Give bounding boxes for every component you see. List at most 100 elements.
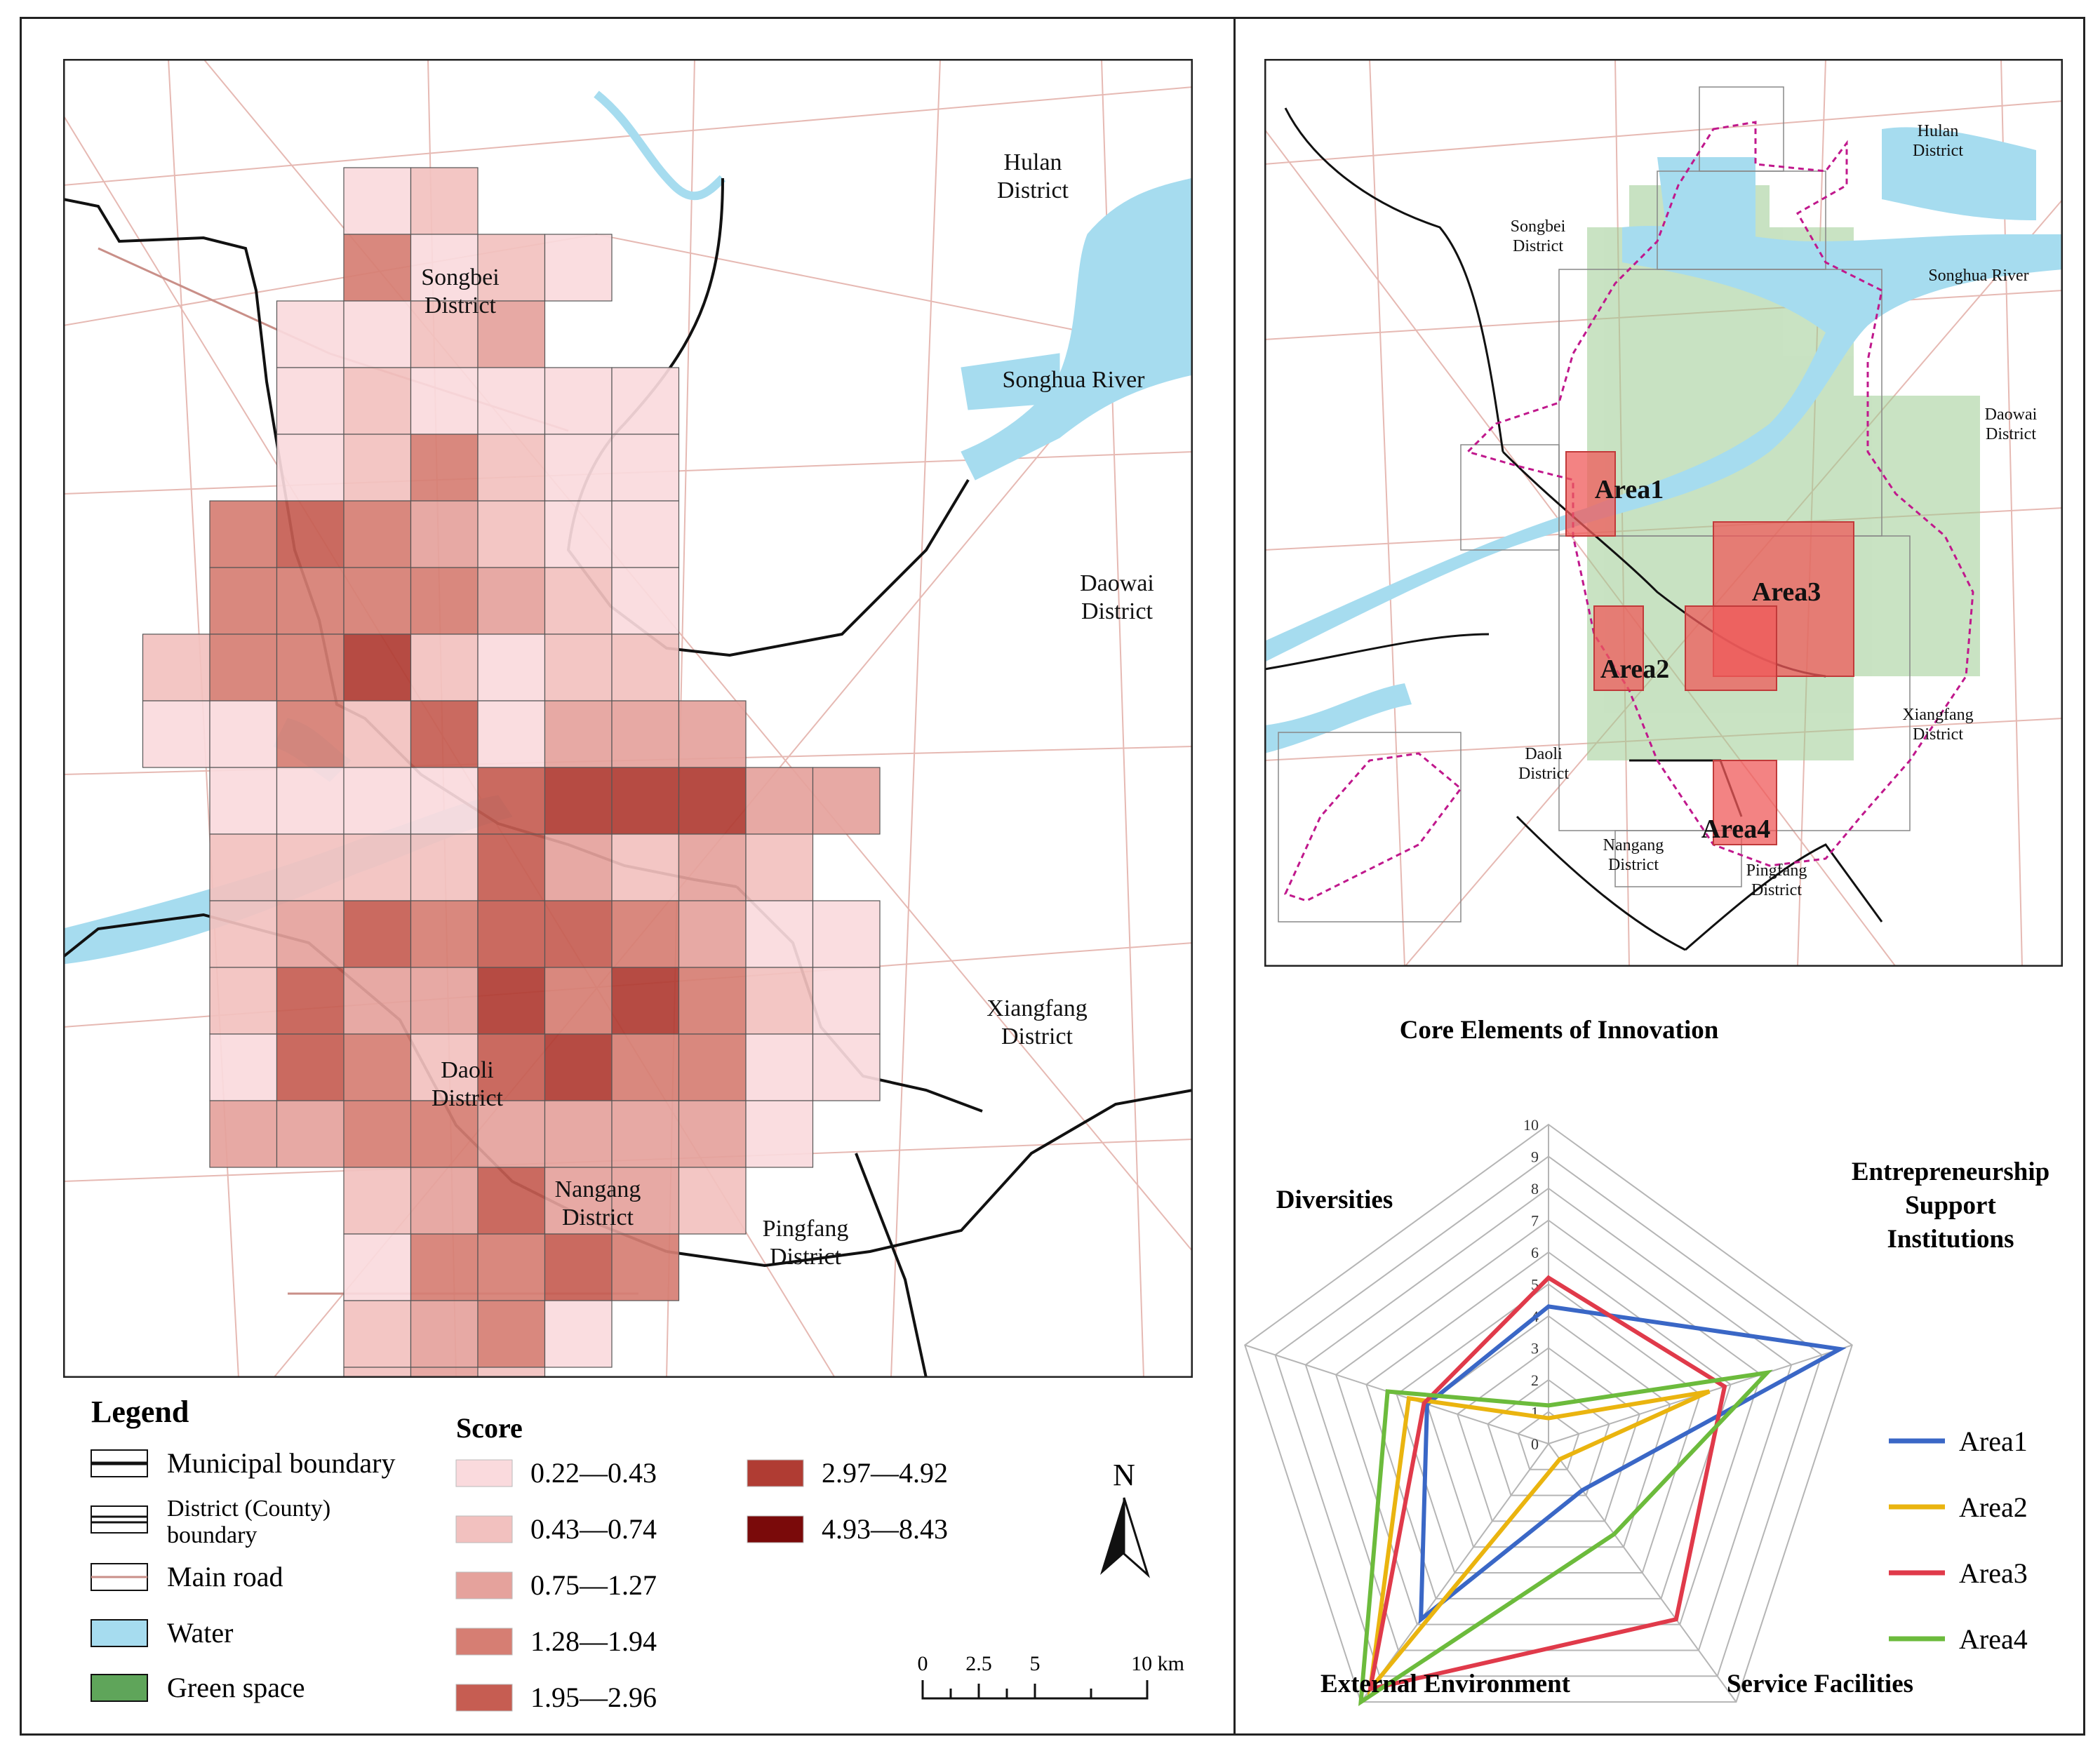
grid-cell	[812, 767, 881, 835]
grid-cell	[812, 900, 881, 968]
radar-axis-label: Core Elements of Innovation	[1400, 1016, 1719, 1045]
grid-cell	[209, 1100, 278, 1168]
grid-cell	[276, 1033, 345, 1101]
grid-cell	[410, 500, 479, 568]
grid-cell	[544, 500, 613, 568]
radar-tick-label: 7	[1531, 1212, 1539, 1230]
svg-text:boundary: boundary	[167, 1522, 257, 1548]
radar-tick-label: 8	[1531, 1180, 1539, 1197]
highlighted-area	[1565, 451, 1616, 537]
grid-cell	[343, 700, 412, 768]
legend-title: Legend	[91, 1395, 189, 1429]
radar-ring	[1274, 1155, 1823, 1677]
scale-bar: 0 2.5 5 10 km	[918, 1652, 1184, 1700]
grid-cell	[410, 967, 479, 1035]
radar-ring	[1244, 1123, 1853, 1703]
grid-cell	[343, 633, 412, 702]
grid-cell	[343, 567, 412, 635]
score-swatch-5	[455, 1684, 513, 1712]
score-label-1: 0.22—0.43	[530, 1457, 657, 1489]
grid-cell	[276, 900, 345, 968]
grid-cell	[410, 767, 479, 835]
left-map: Hulan District Songbei District Songhua Ri…	[63, 59, 1193, 1378]
radar-tick-label: 6	[1531, 1244, 1539, 1261]
grid-cell	[343, 1100, 412, 1168]
grid-cell	[477, 434, 546, 502]
grid-cell	[343, 434, 412, 502]
rm-label-nangang: Nangang District	[1603, 836, 1664, 874]
grid-cell	[410, 367, 479, 435]
highlighted-area	[1685, 605, 1777, 691]
score-swatch-1	[455, 1459, 513, 1487]
grid-cell	[544, 434, 613, 502]
svg-text:Municipal boundary: Municipal boundary	[167, 1447, 396, 1479]
grid-cell	[276, 633, 345, 702]
grid-cell	[745, 967, 814, 1035]
grid-cell	[209, 700, 278, 768]
grid-cell	[678, 967, 747, 1035]
grid-cell	[745, 1100, 814, 1168]
grid-cell	[544, 833, 613, 901]
grid-cell	[343, 500, 412, 568]
radar-axis-label: Service Facilities	[1727, 1670, 1913, 1698]
score-swatch-4	[455, 1628, 513, 1656]
grid-cell	[477, 300, 546, 368]
grid-cell	[745, 1033, 814, 1101]
grid-cell	[343, 1167, 412, 1235]
radar-ring	[1335, 1219, 1763, 1625]
svg-text:Water: Water	[167, 1617, 234, 1649]
radar-spoke	[1244, 1344, 1549, 1444]
grid-cell	[477, 633, 546, 702]
radar-ring	[1396, 1283, 1701, 1574]
grid-cell	[209, 500, 278, 568]
radar-series-area4	[1358, 1369, 1773, 1707]
score-legend: 0.22—0.43 0.43—0.74 0.75—1.27 1.28—1.94 1.95…	[455, 1457, 948, 1713]
radar-axis-label: Entrepreneurship Support Institutions	[1852, 1158, 2049, 1254]
legend-district: District (County) boundary	[91, 1496, 330, 1548]
radar-tick-label: 9	[1531, 1148, 1539, 1166]
grid-cell	[611, 967, 680, 1035]
figure-border	[20, 17, 2085, 1736]
grid-cell	[410, 1367, 479, 1378]
left-map-labels: Hulan District Songbei District Songhua Ri…	[421, 149, 1154, 1270]
grid-cell	[276, 1100, 345, 1168]
rm-label-xiangfang: Xiangfang District	[1902, 706, 1973, 744]
radar-tick-label: 1	[1531, 1404, 1539, 1421]
score-label-5: 1.95—2.96	[530, 1682, 657, 1713]
grid-cell	[544, 1033, 613, 1101]
grid-cell	[477, 367, 546, 435]
grid-cell	[410, 567, 479, 635]
grid-cell	[343, 1367, 412, 1378]
rm-areas	[1565, 451, 1854, 845]
grid-cell	[410, 833, 479, 901]
grid-cell	[544, 633, 613, 702]
grid-cell	[209, 833, 278, 901]
grid-cell	[477, 567, 546, 635]
legend-label-area1: Area1	[1959, 1425, 2028, 1457]
grid-cell	[611, 633, 680, 702]
grid-cell	[276, 767, 345, 835]
grid-cell	[209, 900, 278, 968]
radar-tick-label: 3	[1531, 1340, 1539, 1357]
grid-cell	[678, 1100, 747, 1168]
grid-cell	[477, 767, 546, 835]
score-title: Score	[456, 1412, 523, 1444]
radar-series-area1	[1418, 1304, 1847, 1624]
grid-cell	[410, 900, 479, 968]
radar-series-area2	[1367, 1389, 1711, 1696]
grid-cell	[611, 567, 680, 635]
radar-spoke	[1548, 1443, 1737, 1703]
grid-cell	[544, 900, 613, 968]
grid-cell	[544, 700, 613, 768]
rm-label-daoli: Daoli District	[1518, 745, 1569, 783]
score-label-3: 0.75—1.27	[530, 1569, 657, 1601]
radar-axis-label: External Environment	[1320, 1670, 1571, 1698]
legend-municipal: Municipal boundary	[91, 1447, 396, 1479]
grid-cell	[343, 767, 412, 835]
label-pingfang: Pingfang District	[763, 1216, 849, 1270]
grid-cell	[544, 967, 613, 1035]
rm-area-labels: Area1 Area2 Area3 Area4	[1595, 475, 1821, 844]
grid-cell	[343, 300, 412, 368]
svg-text:District (County): District (County)	[167, 1496, 330, 1522]
score-swatch-2	[455, 1515, 513, 1543]
